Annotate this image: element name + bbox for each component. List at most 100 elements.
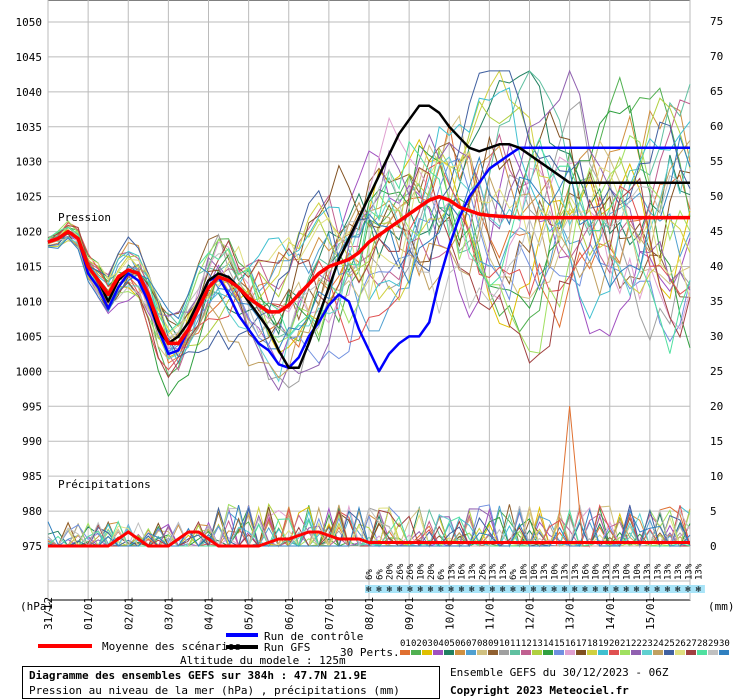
x-tick-label: 31/12 [42,597,55,630]
pert-legend-id: 14 [543,639,554,649]
snow-percent-label: 16% [458,563,468,580]
snow-percent-label: 13% [499,563,509,580]
ensemble-run-label: Ensemble GEFS du 30/12/2023 - 06Z [450,666,669,679]
snow-flake-icon: ❄ [376,585,382,595]
right-tick-label: 15 [710,435,723,448]
pert-legend-id: 29 [708,639,719,649]
pert-legend-id: 13 [532,639,543,649]
snow-flake-icon: ❄ [448,585,454,595]
pert-legend-id: 03 [422,639,433,649]
snow-percent-label: 26% [406,563,416,580]
snow-flake-icon: ❄ [665,585,671,595]
pert-legend-swatch [543,650,553,655]
snow-percent-label: 10% [623,563,633,580]
snow-percent-label: 10% [550,563,560,580]
snow-percent-label: 26% [396,563,406,580]
pert-legend-swatch [411,650,421,655]
x-tick-label: 12/01 [524,597,537,630]
snow-strip-bar [365,585,705,593]
snow-flake-icon: ❄ [685,585,691,595]
footer-title: Diagramme des ensembles GEFS sur 384h : … [29,669,367,682]
snow-flake-icon: ❄ [521,585,527,595]
snow-flake-icon: ❄ [644,585,650,595]
pert-legend-swatch [510,650,520,655]
snow-percent-label: 13% [684,563,694,580]
pert-legend-id: 18 [587,639,598,649]
snow-flake-icon: ❄ [603,585,609,595]
snow-percent-label: 6% [365,569,375,580]
precip-mean-line [48,530,690,548]
pert-legend-id: 04 [433,639,444,649]
perturbation-line [47,166,691,379]
left-tick-label: 1020 [16,226,43,239]
left-tick-label: 1010 [16,295,43,308]
right-tick-label: 5 [710,505,717,518]
snow-percent-label: 10% [520,563,530,580]
x-tick-label: 07/01 [323,597,336,630]
snow-flake-icon: ❄ [490,585,496,595]
altitude-label: Altitude du modele : 125m [180,654,346,667]
left-tick-label: 975 [22,540,42,553]
snow-flake-icon: ❄ [572,585,578,595]
x-tick-label: 04/01 [203,597,216,630]
snow-flake-icon: ❄ [531,585,537,595]
pert-legend-swatch [466,650,476,655]
snow-percent-label: 13% [664,563,674,580]
pert-legend-id: 27 [686,639,697,649]
snow-flake-icon: ❄ [366,585,372,595]
pert-legend-swatch [631,650,641,655]
right-tick-label: 0 [710,540,717,553]
pert-legend-swatch [664,650,674,655]
main-run-lines [47,104,690,373]
pert-legend-id: 19 [598,639,609,649]
pert-legend-id: 07 [466,639,477,649]
legend-gfs-label: Run GFS [264,641,310,654]
pert-legend-swatch [521,650,531,655]
precip-line [47,504,691,547]
snow-flake-icon: ❄ [438,585,444,595]
precipitation-lines [47,405,691,548]
precip-label: Précipitations [58,478,151,491]
left-tick-label: 1025 [16,191,43,204]
pert-legend-swatch [576,650,586,655]
pert-legend-swatch [422,650,432,655]
pert-legend-swatch [653,650,663,655]
pert-legend-swatch [565,650,575,655]
right-tick-label: 70 [710,50,723,63]
snow-percent-label: 13% [468,563,478,580]
pert-legend-id: 16 [565,639,576,649]
snow-percent-label: 13% [643,563,653,580]
snow-percent-label: 20% [386,563,396,580]
snow-flake-icon: ❄ [634,585,640,595]
snow-percent-label: 13% [447,563,457,580]
pert-legend-id: 02 [411,639,422,649]
pert-legend-id: 05 [444,639,455,649]
perturbation-line [47,101,691,389]
pert-legend-swatch [477,650,487,655]
right-tick-label: 10 [710,470,723,483]
pert-legend-swatch [433,650,443,655]
left-tick-label: 1000 [16,365,43,378]
pert-legend-swatch [532,650,542,655]
pert-legend-swatch [400,650,410,655]
right-tick-label: 75 [710,15,723,28]
pert-legend-id: 28 [697,639,708,649]
snow-flake-icon: ❄ [696,585,702,595]
snow-percent-label: 13% [674,563,684,580]
snow-flake-icon: ❄ [459,585,465,595]
snow-percent-label: 13% [653,563,663,580]
perturbation-line [47,150,691,336]
right-tick-label: 35 [710,295,723,308]
pert-legend-swatch [620,650,630,655]
snow-flake-icon: ❄ [407,585,413,595]
x-tick-label: 06/01 [283,597,296,630]
pert-legend-id: 15 [554,639,565,649]
right-tick-label: 60 [710,120,723,133]
x-tick-label: 13/01 [564,597,577,630]
pert-legend-id: 17 [576,639,587,649]
pert-legend-id: 21 [620,639,631,649]
x-tick-label: 01/01 [82,597,95,630]
pert-legend-swatch [554,650,564,655]
snow-percent-label: 10% [592,563,602,580]
